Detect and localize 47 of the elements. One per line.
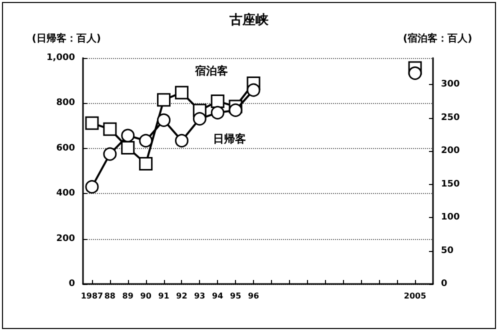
x-tick-label: 89 xyxy=(122,292,134,300)
x-tick-label: 90 xyxy=(140,292,152,300)
y-axis-title: (日帰客：百人) xyxy=(32,32,101,44)
y2-tick-label: 250 xyxy=(441,112,460,123)
point xyxy=(121,128,135,142)
point xyxy=(192,112,206,126)
x-tick-label: 93 xyxy=(194,292,206,300)
y2-tick-label: 150 xyxy=(441,179,460,190)
x-tick-label: 1987 xyxy=(80,292,104,300)
series-label: 日帰客 xyxy=(213,132,246,146)
y-tick-label: 200 xyxy=(56,234,75,244)
point xyxy=(121,140,135,154)
point xyxy=(139,134,153,148)
point xyxy=(85,180,99,194)
point xyxy=(246,83,260,97)
point xyxy=(103,147,117,161)
series-label: 宿泊客 xyxy=(194,64,228,78)
x-tick-label: 88 xyxy=(104,292,116,300)
point xyxy=(408,66,422,80)
point xyxy=(139,156,153,170)
y2-tick-label: 0 xyxy=(441,279,448,289)
point xyxy=(210,106,224,120)
y-tick-label: 1,000 xyxy=(46,53,75,63)
y2-tick-label: 300 xyxy=(441,80,460,90)
point xyxy=(103,122,117,136)
chart-title: 古座峡 xyxy=(228,12,270,28)
point xyxy=(157,93,171,107)
point xyxy=(210,94,224,108)
x-tick-label: 96 xyxy=(248,292,260,300)
point xyxy=(174,134,188,148)
y2-axis-title: (宿泊客：百人) xyxy=(403,32,472,44)
x-tick-label: 95 xyxy=(230,292,242,300)
point xyxy=(174,86,188,100)
y-tick-label: 0 xyxy=(68,279,75,289)
y2-tick-label: 50 xyxy=(441,246,454,256)
x-tick-label: 2005 xyxy=(404,292,427,300)
point xyxy=(85,116,99,130)
y2-tick-label: 200 xyxy=(441,146,460,156)
y-tick-label: 800 xyxy=(56,98,75,108)
y2-tick-label: 100 xyxy=(441,212,460,223)
y-tick-label: 400 xyxy=(56,188,75,199)
point xyxy=(157,113,171,127)
x-tick-label: 91 xyxy=(158,292,170,300)
x-tick-label: 94 xyxy=(212,292,224,300)
point xyxy=(228,103,242,117)
y-tick-label: 600 xyxy=(56,143,75,154)
x-tick-label: 92 xyxy=(176,292,188,300)
